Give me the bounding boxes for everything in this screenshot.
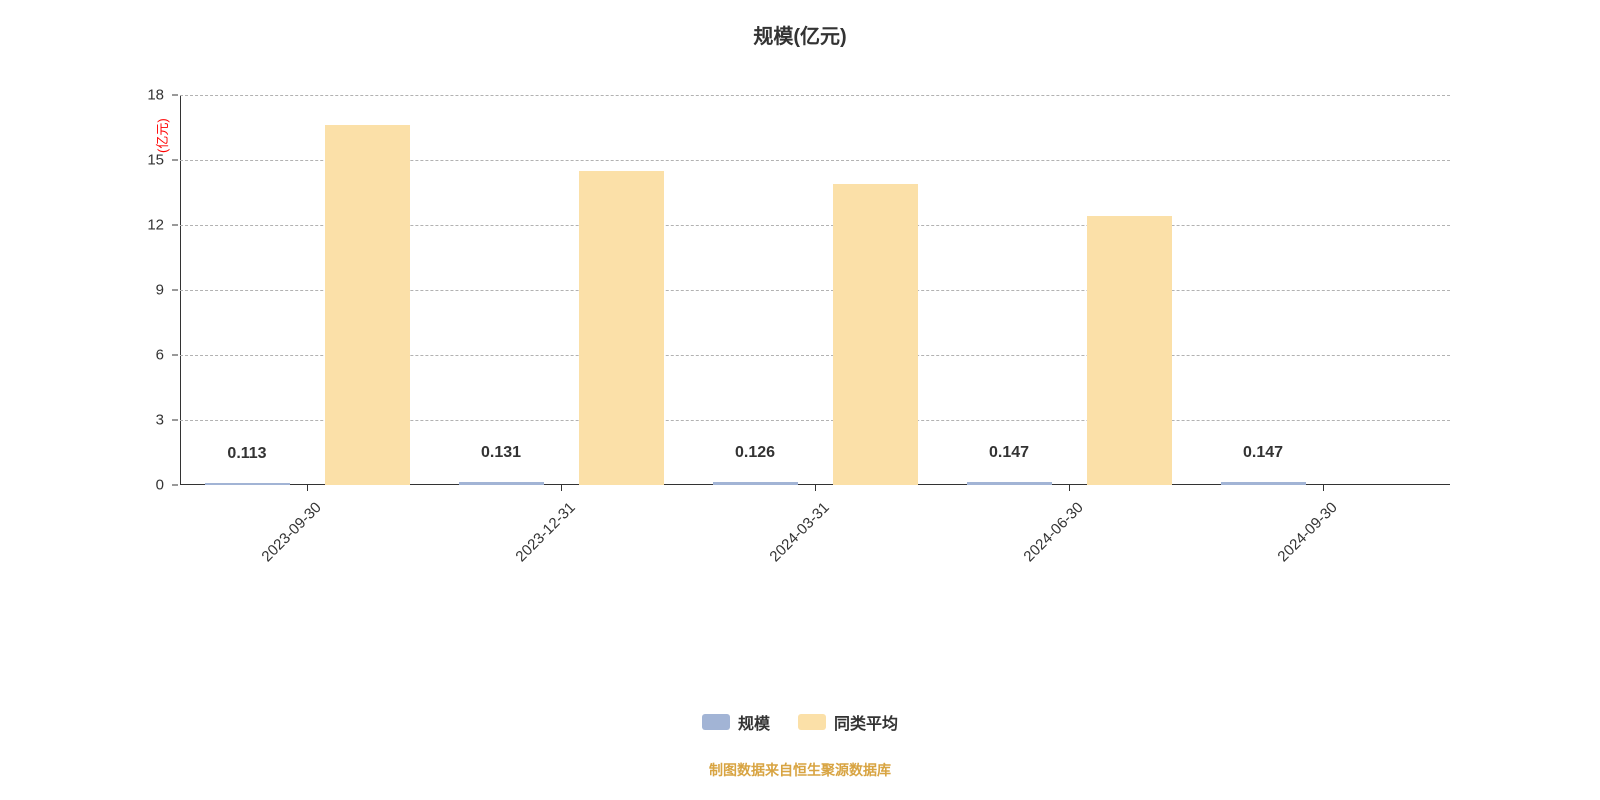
- y-tick-label: 0: [156, 477, 164, 494]
- bar: [205, 483, 290, 485]
- y-tick-label: 9: [156, 282, 164, 299]
- data-source-footnote: 制图数据来自恒生聚源数据库: [0, 760, 1600, 780]
- legend-item[interactable]: 同类平均: [798, 710, 898, 734]
- bar: [1087, 216, 1172, 485]
- x-tick-label: 2024-03-31: [767, 499, 833, 565]
- bar: [579, 171, 664, 485]
- y-tick-label: 15: [147, 152, 164, 169]
- y-tick: 15: [168, 160, 178, 161]
- bar-value-label: 0.131: [481, 444, 521, 462]
- y-tick: 3: [168, 420, 178, 421]
- x-tick-label: 2023-09-30: [259, 499, 325, 565]
- plot-area: 03691215180.1132023-09-300.1312023-12-31…: [180, 95, 1450, 485]
- bar: [325, 125, 410, 485]
- x-tick-label: 2024-09-30: [1275, 499, 1341, 565]
- y-tick: 0: [168, 485, 178, 486]
- bar: [833, 184, 918, 485]
- x-tick-label: 2023-12-31: [513, 499, 579, 565]
- bar-value-label: 0.126: [735, 444, 775, 462]
- chart-container: 规模(亿元) (亿元) 03691215180.1132023-09-300.1…: [0, 0, 1600, 800]
- legend: 规模 同类平均: [0, 710, 1600, 735]
- y-tick-label: 6: [156, 347, 164, 364]
- y-tick: 18: [168, 95, 178, 96]
- bar-value-label: 0.113: [227, 445, 266, 463]
- legend-item[interactable]: 规模: [702, 710, 770, 734]
- bar-value-label: 0.147: [1243, 444, 1283, 462]
- legend-label: 规模: [738, 710, 770, 734]
- bar: [713, 482, 798, 485]
- y-tick-label: 18: [147, 87, 164, 104]
- y-tick: 9: [168, 290, 178, 291]
- bar: [459, 482, 544, 485]
- gridline: [180, 95, 1450, 96]
- legend-swatch: [798, 714, 826, 730]
- legend-label: 同类平均: [834, 710, 898, 734]
- chart-title: 规模(亿元): [0, 0, 1600, 49]
- y-tick: 12: [168, 225, 178, 226]
- y-tick-label: 3: [156, 412, 164, 429]
- bar-value-label: 0.147: [989, 444, 1029, 462]
- y-axis-label: (亿元): [152, 118, 171, 153]
- y-tick: 6: [168, 355, 178, 356]
- bar: [1221, 482, 1306, 485]
- y-tick-label: 12: [147, 217, 164, 234]
- legend-swatch: [702, 714, 730, 730]
- x-tick-label: 2024-06-30: [1021, 499, 1087, 565]
- bar: [967, 482, 1052, 485]
